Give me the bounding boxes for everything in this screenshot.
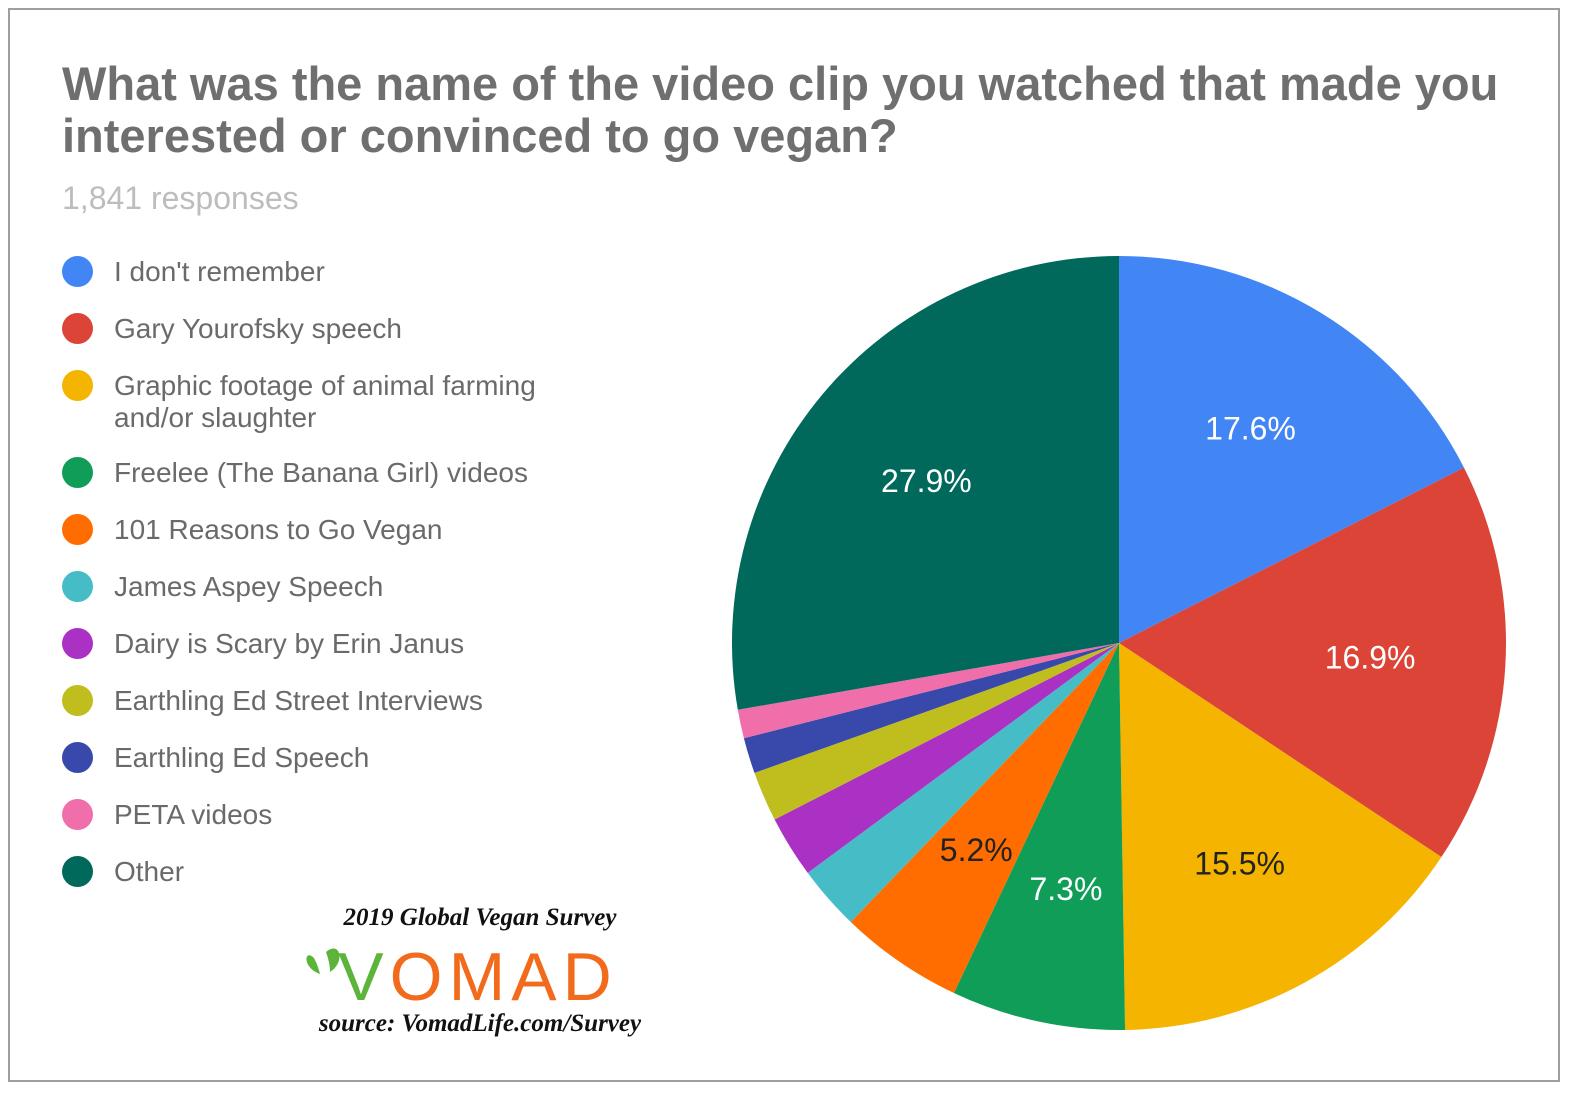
legend-item: Earthling Ed Street Interviews bbox=[62, 685, 622, 717]
pie-slice bbox=[1119, 256, 1464, 643]
slice-value-label: 5.2% bbox=[940, 832, 1013, 868]
pie-slice bbox=[850, 643, 1119, 994]
legend-item: Other bbox=[62, 856, 622, 888]
legend-label: Graphic footage of animal farming and/or… bbox=[114, 370, 536, 433]
legend-label: Dairy is Scary by Erin Janus bbox=[114, 628, 465, 659]
pie-slice bbox=[754, 643, 1119, 820]
slice-value-label: 27.9% bbox=[881, 463, 972, 499]
slice-value-label: 15.5% bbox=[1194, 846, 1285, 882]
pie-slice bbox=[774, 643, 1119, 873]
slice-value-label: 16.9% bbox=[1325, 640, 1416, 676]
legend-swatch bbox=[62, 742, 93, 773]
pie-slice bbox=[743, 643, 1119, 773]
legend-item: PETA videos bbox=[62, 799, 622, 831]
legend-swatch bbox=[62, 370, 93, 401]
survey-title: 2019 Global Vegan Survey bbox=[343, 904, 617, 931]
legend-label: Gary Yourofsky speech bbox=[114, 313, 402, 344]
legend-label: PETA videos bbox=[114, 799, 273, 830]
legend-swatch bbox=[62, 856, 93, 887]
legend-item: Graphic footage of animal farming and/or… bbox=[62, 370, 622, 434]
slice-value-label: 17.6% bbox=[1205, 411, 1296, 447]
legend-label: Freelee (The Banana Girl) videos bbox=[114, 457, 528, 488]
legend-label: James Aspey Speech bbox=[114, 571, 384, 602]
legend-item: Freelee (The Banana Girl) videos bbox=[62, 457, 622, 489]
legend-swatch bbox=[62, 514, 93, 545]
logo-text: VOMAD bbox=[338, 939, 617, 1008]
legend-swatch bbox=[62, 256, 93, 287]
pie-slice bbox=[1119, 467, 1507, 858]
legend-label: I don't remember bbox=[114, 256, 325, 287]
legend-label: Other bbox=[114, 856, 185, 887]
legend-swatch bbox=[62, 571, 93, 602]
legend-swatch bbox=[62, 313, 93, 344]
pie-slice bbox=[953, 643, 1126, 1030]
legend-item: Earthling Ed Speech bbox=[62, 742, 622, 774]
leaf-icon bbox=[306, 948, 340, 974]
legend-swatch bbox=[62, 457, 93, 488]
source-note: source: VomadLife.com/Survey bbox=[318, 1010, 642, 1037]
pie-slice bbox=[737, 643, 1119, 739]
response-count: 1,841 responses bbox=[62, 180, 299, 216]
legend-label: Earthling Ed Street Interviews bbox=[114, 685, 483, 716]
legend-swatch bbox=[62, 799, 93, 830]
legend-item: Gary Yourofsky speech bbox=[62, 313, 622, 345]
pie-slice bbox=[731, 256, 1119, 710]
slice-value-label: 7.3% bbox=[1029, 871, 1102, 907]
vomad-logo: VOMAD bbox=[306, 939, 617, 1008]
pie-slice bbox=[807, 643, 1119, 922]
legend-item: James Aspey Speech bbox=[62, 571, 622, 603]
legend-label: 101 Reasons to Go Vegan bbox=[114, 514, 443, 545]
pie-slice bbox=[1119, 643, 1442, 1030]
legend-item: 101 Reasons to Go Vegan bbox=[62, 514, 622, 546]
legend-swatch bbox=[62, 628, 93, 659]
legend-item: Dairy is Scary by Erin Janus bbox=[62, 628, 622, 660]
legend-item: I don't remember bbox=[62, 256, 622, 288]
chart-title: What was the name of the video clip you … bbox=[62, 57, 1499, 162]
legend-label: Earthling Ed Speech bbox=[114, 742, 370, 773]
legend-swatch bbox=[62, 685, 93, 716]
